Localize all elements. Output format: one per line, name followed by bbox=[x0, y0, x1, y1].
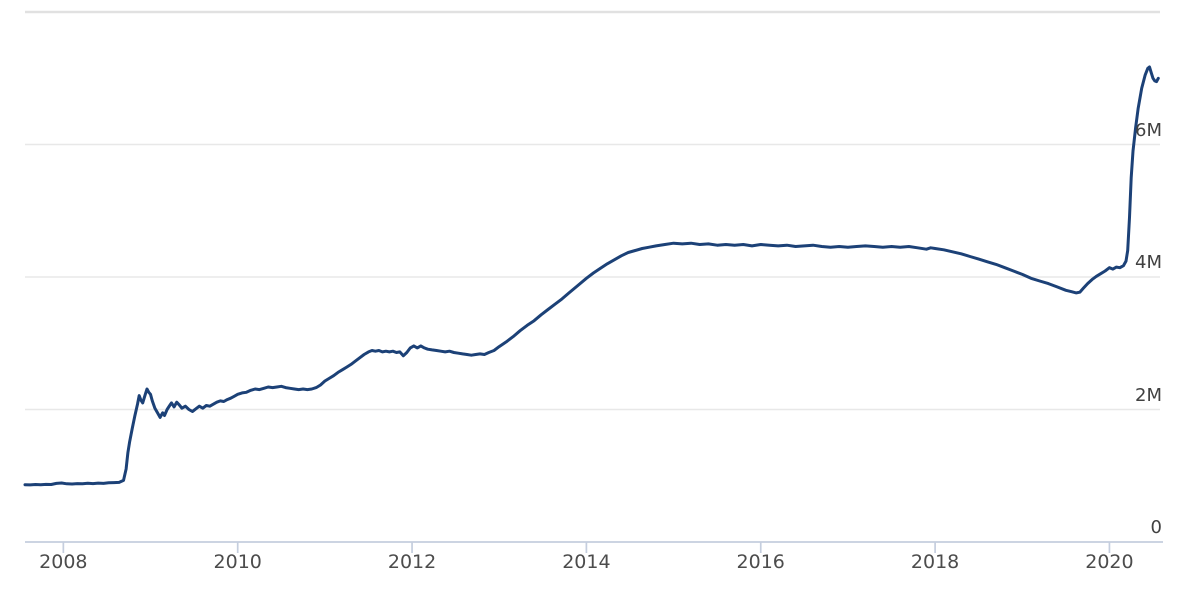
x-axis-label: 2016 bbox=[736, 551, 785, 573]
x-axis-label: 2014 bbox=[562, 551, 611, 573]
data-series bbox=[23, 65, 1160, 487]
x-axis bbox=[25, 541, 1163, 553]
gridlines bbox=[25, 10, 1160, 411]
x-axis-label: 2008 bbox=[39, 551, 88, 573]
data-series-line bbox=[23, 65, 1160, 487]
x-axis-label: 2010 bbox=[213, 551, 262, 573]
x-axis-label: 2018 bbox=[910, 551, 960, 573]
x-axis-label: 2012 bbox=[387, 551, 437, 573]
y-axis-label: 4M bbox=[1135, 252, 1162, 273]
x-axis-label: 2020 bbox=[1085, 551, 1134, 573]
y-axis-label: 0 bbox=[1150, 517, 1162, 538]
y-axis-label: 2M bbox=[1135, 384, 1162, 406]
y-axis-label: 6M bbox=[1135, 119, 1162, 141]
